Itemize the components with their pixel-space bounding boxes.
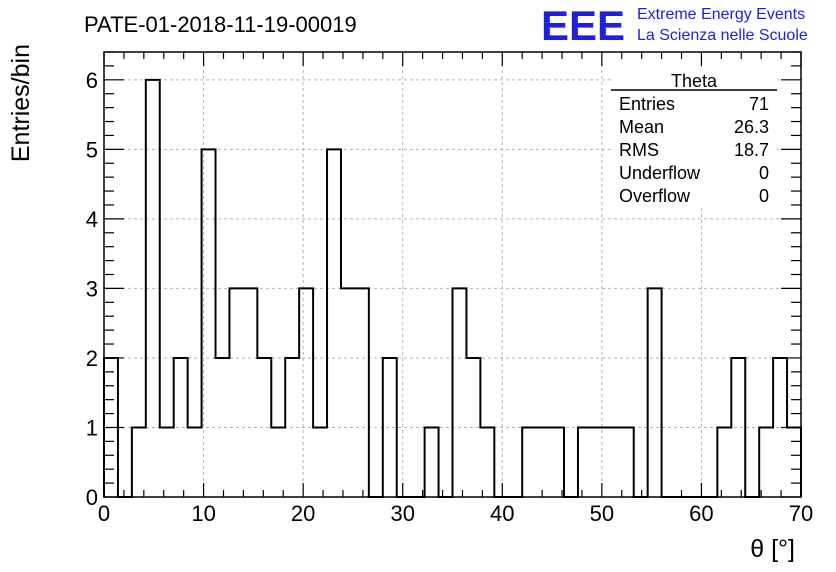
x-tick-label: 20: [291, 501, 315, 526]
stats-rows: Entries 71 Mean 26.3 RMS 18.7 Underflow 0 Overfl…: [619, 94, 769, 206]
stats-box-background: [611, 69, 777, 208]
y-tick-label: 2: [86, 346, 98, 371]
x-tick-label: 40: [490, 501, 514, 526]
logo-mark: EEE: [541, 2, 625, 49]
stats-title: Theta: [671, 71, 718, 91]
stats-label-mean: Mean: [619, 117, 664, 137]
x-axis-label: θ [°]: [750, 535, 795, 563]
y-tick-label: 5: [86, 137, 98, 162]
x-tick-label: 60: [689, 501, 713, 526]
chart-title: PATE-01-2018-11-19-00019: [84, 12, 357, 37]
stats-label-overflow: Overflow: [619, 186, 691, 206]
stats-label-entries: Entries: [619, 94, 675, 114]
y-tick-label: 0: [86, 485, 98, 510]
y-tick-label: 6: [86, 68, 98, 93]
stats-value-mean: 26.3: [734, 117, 769, 137]
logo-line2: La Scienza nelle Scuole: [637, 27, 808, 44]
stats-value-rms: 18.7: [734, 140, 769, 160]
y-tick-label: 4: [86, 207, 98, 232]
y-tick-label: 1: [86, 415, 98, 440]
logo-line1: Extreme Energy Events: [637, 6, 805, 23]
x-tick-label: 70: [789, 501, 813, 526]
x-tick-label: 0: [98, 501, 110, 526]
x-tick-label: 10: [191, 501, 215, 526]
x-tick-label: 50: [590, 501, 614, 526]
stats-label-rms: RMS: [619, 140, 659, 160]
y-axis-label: Entries/bin: [7, 44, 35, 162]
stats-value-overflow: 0: [759, 186, 769, 206]
logo: EEE Extreme Energy Events La Scienza nel…: [541, 2, 808, 49]
stats-value-underflow: 0: [759, 163, 769, 183]
stats-label-underflow: Underflow: [619, 163, 701, 183]
tick-labels: 0 10 20 30 40 50 60 70 0 1 2 3 4 5 6: [86, 68, 813, 526]
x-tick-label: 30: [390, 501, 414, 526]
stats-value-entries: 71: [749, 94, 769, 114]
y-tick-label: 3: [86, 276, 98, 301]
stats-box: Theta Entries 71 Mean 26.3 RMS 18.7 Underflow 0…: [611, 69, 777, 208]
axis-ticks: [103, 51, 802, 498]
